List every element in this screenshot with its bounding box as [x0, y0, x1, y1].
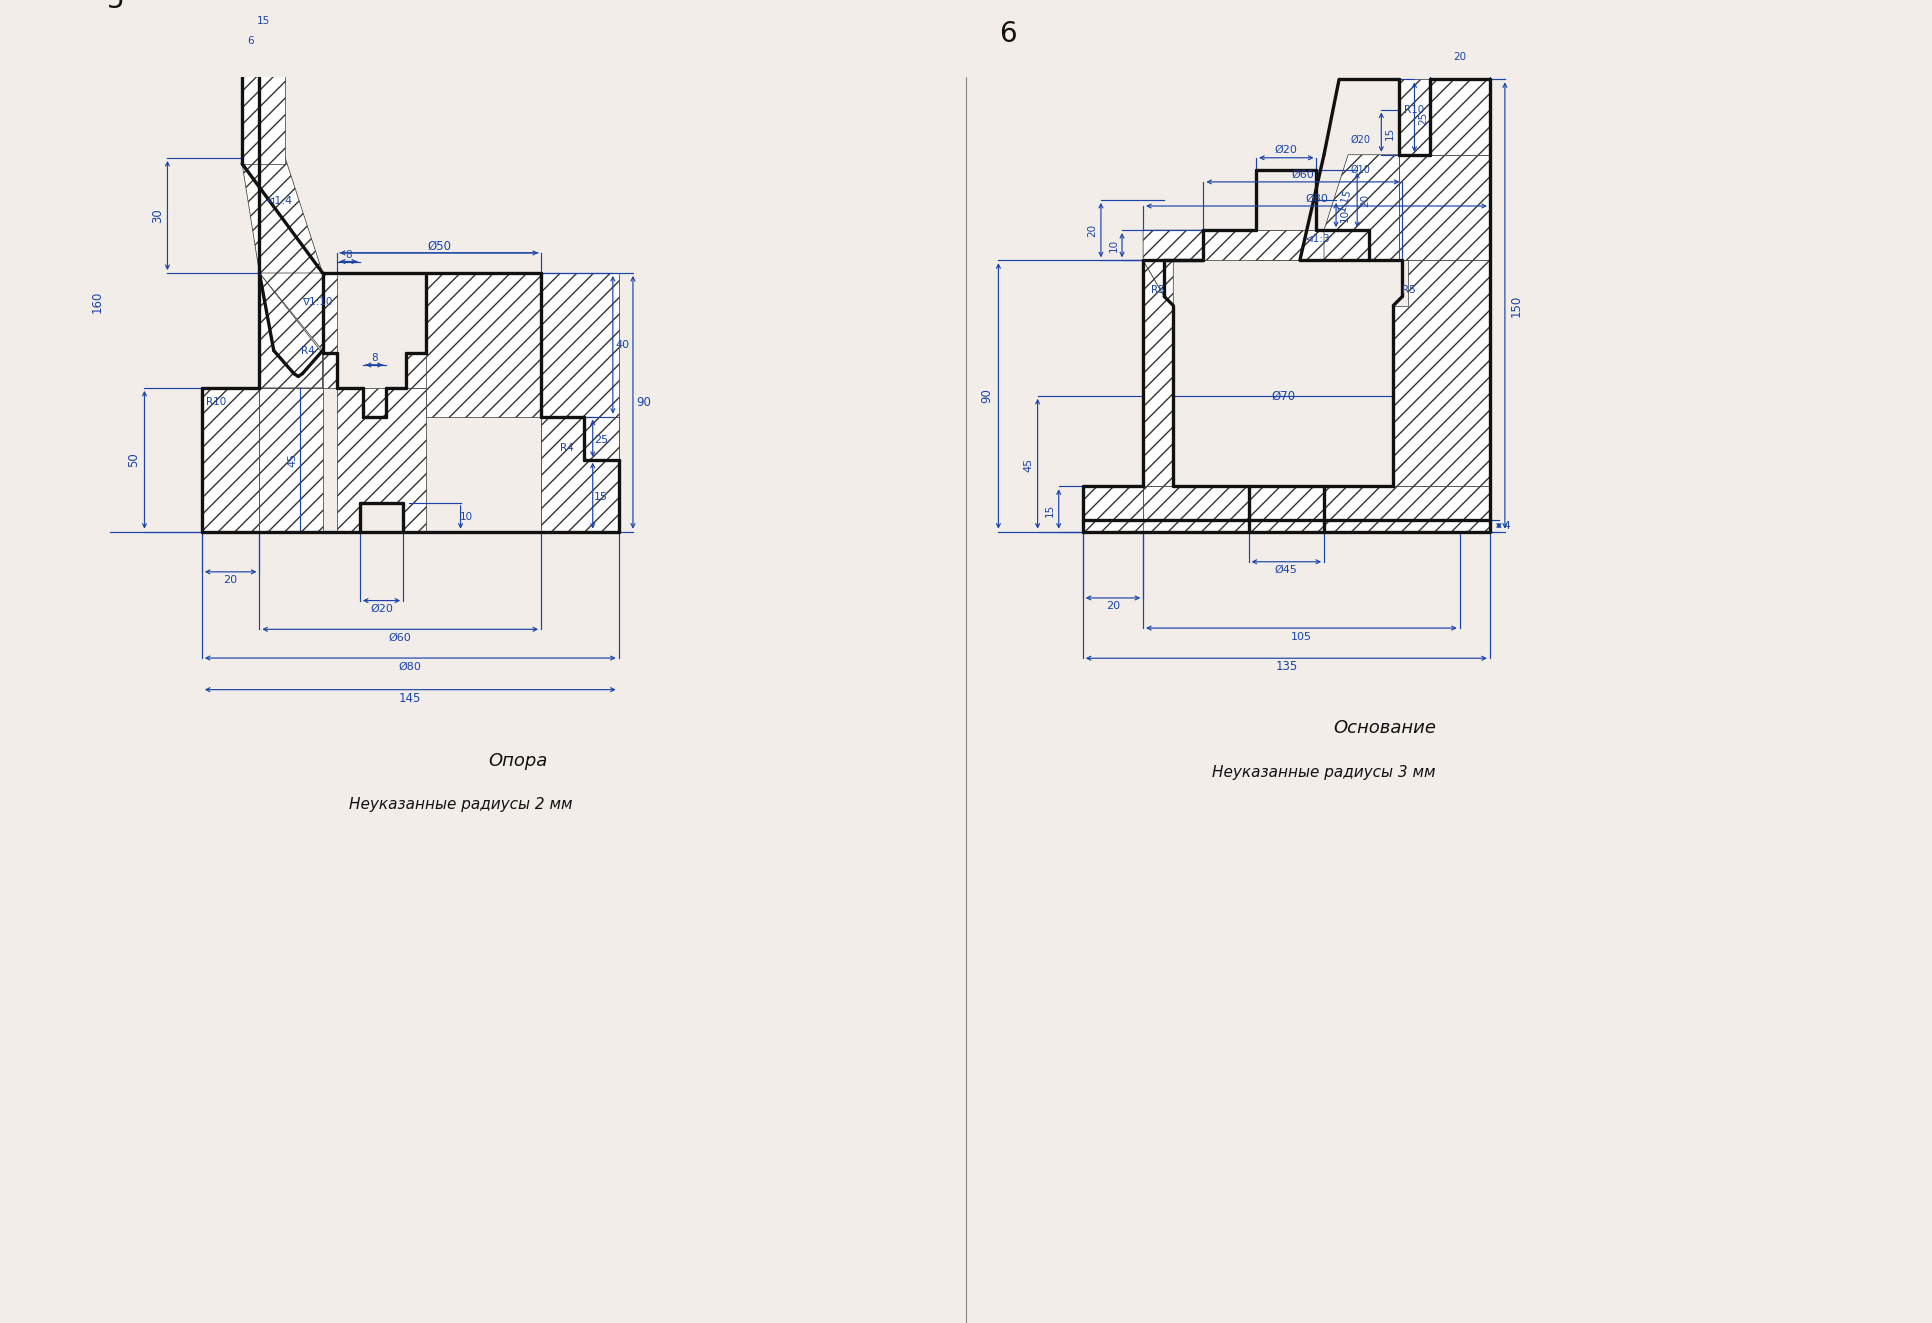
Polygon shape: [541, 417, 618, 460]
Polygon shape: [259, 273, 323, 388]
Text: 10: 10: [1339, 209, 1350, 222]
Text: Ø60: Ø60: [1291, 169, 1314, 180]
Text: R5: R5: [1401, 286, 1416, 295]
Text: 1:15: 1:15: [1337, 188, 1352, 213]
Text: ⊲1:4: ⊲1:4: [267, 196, 294, 206]
Text: ∇1:10: ∇1:10: [301, 296, 332, 307]
Polygon shape: [1144, 230, 1204, 306]
Text: ⊲1:3: ⊲1:3: [1306, 234, 1331, 245]
Polygon shape: [541, 417, 618, 460]
Text: Ø80: Ø80: [398, 662, 421, 672]
Text: Неуказанные радиусы 3 мм: Неуказанные радиусы 3 мм: [1211, 765, 1435, 781]
Polygon shape: [242, 71, 286, 164]
Polygon shape: [259, 388, 323, 532]
Polygon shape: [1144, 487, 1490, 532]
Text: 5: 5: [106, 0, 124, 15]
Text: 135: 135: [1275, 660, 1298, 673]
Polygon shape: [1204, 230, 1370, 261]
Text: 30: 30: [151, 208, 164, 222]
Polygon shape: [323, 388, 427, 532]
Text: 15: 15: [257, 16, 270, 26]
Text: 45: 45: [288, 452, 298, 467]
Polygon shape: [242, 157, 323, 273]
Text: 90: 90: [636, 396, 651, 409]
Text: Ø20: Ø20: [1350, 135, 1370, 144]
Text: R5: R5: [1151, 286, 1165, 295]
Text: R10: R10: [1405, 105, 1424, 115]
Text: 25: 25: [595, 435, 609, 445]
Polygon shape: [1399, 79, 1490, 261]
Text: 20: 20: [1105, 602, 1121, 611]
Polygon shape: [406, 353, 427, 388]
Text: 10: 10: [1109, 238, 1119, 251]
Text: 145: 145: [400, 692, 421, 705]
Text: 15: 15: [1045, 504, 1055, 517]
Text: 8: 8: [346, 250, 352, 259]
Text: 20: 20: [1453, 52, 1466, 62]
Polygon shape: [541, 417, 618, 532]
Text: 150: 150: [1509, 295, 1522, 316]
Polygon shape: [323, 353, 427, 417]
Text: Ø50: Ø50: [427, 239, 450, 253]
Text: R10: R10: [207, 397, 226, 407]
Polygon shape: [323, 273, 336, 353]
Text: R4: R4: [560, 443, 574, 454]
Polygon shape: [541, 273, 618, 417]
Text: 20: 20: [1088, 224, 1097, 237]
Text: 20: 20: [224, 576, 238, 585]
Polygon shape: [203, 388, 259, 532]
Polygon shape: [242, 71, 323, 388]
Text: Ø70: Ø70: [1271, 389, 1294, 402]
Polygon shape: [1144, 261, 1173, 487]
Text: 15: 15: [1385, 127, 1395, 140]
Text: Ø20: Ø20: [371, 605, 392, 614]
Polygon shape: [1393, 261, 1490, 487]
Text: 160: 160: [91, 291, 102, 314]
Polygon shape: [203, 388, 259, 532]
Text: 15: 15: [595, 492, 609, 503]
Text: 105: 105: [1291, 631, 1312, 642]
Text: 8: 8: [371, 353, 377, 364]
Text: 6: 6: [247, 36, 255, 46]
Text: 6: 6: [999, 20, 1016, 48]
Polygon shape: [583, 460, 618, 532]
Polygon shape: [1082, 487, 1144, 532]
Polygon shape: [1082, 520, 1490, 532]
Text: Ø10: Ø10: [1350, 165, 1370, 175]
Text: 90: 90: [981, 389, 993, 404]
Text: Ø45: Ø45: [1275, 565, 1298, 576]
Text: R4: R4: [301, 345, 315, 356]
Text: Основание: Основание: [1333, 718, 1435, 737]
Polygon shape: [1256, 230, 1316, 261]
Text: 40: 40: [614, 340, 630, 349]
Text: Неуказанные радиусы 2 мм: Неуказанные радиусы 2 мм: [350, 796, 572, 812]
Text: 25: 25: [1418, 112, 1428, 126]
Polygon shape: [541, 417, 583, 532]
Polygon shape: [406, 273, 541, 417]
Polygon shape: [541, 460, 618, 532]
Polygon shape: [1323, 155, 1399, 261]
Text: 4: 4: [1503, 520, 1509, 531]
Text: 45: 45: [1024, 458, 1034, 472]
Polygon shape: [1430, 79, 1490, 155]
Text: 20: 20: [1360, 193, 1370, 206]
Text: 50: 50: [128, 452, 139, 467]
Text: 10: 10: [460, 512, 473, 523]
Polygon shape: [1370, 230, 1408, 261]
Text: Ø60: Ø60: [388, 632, 412, 643]
Text: Ø20: Ø20: [1275, 146, 1298, 155]
Text: Ø80: Ø80: [1304, 193, 1327, 204]
Text: Опора: Опора: [489, 753, 547, 770]
